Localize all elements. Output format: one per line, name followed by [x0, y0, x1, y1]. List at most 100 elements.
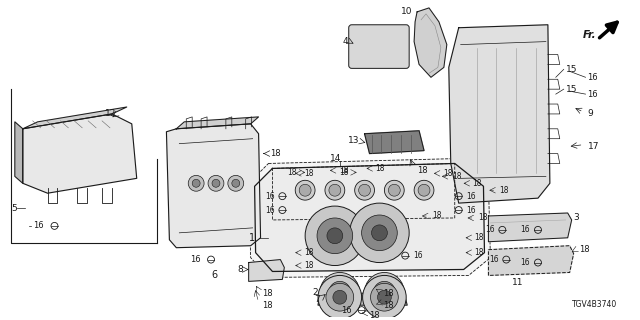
- Polygon shape: [15, 122, 23, 183]
- Text: 3: 3: [573, 213, 579, 222]
- Circle shape: [320, 272, 360, 312]
- Circle shape: [208, 175, 224, 191]
- Text: 16: 16: [265, 205, 275, 214]
- Circle shape: [329, 281, 351, 303]
- Text: 18: 18: [417, 166, 428, 175]
- Text: 13: 13: [348, 136, 360, 145]
- Text: 18: 18: [474, 248, 484, 257]
- Circle shape: [371, 283, 398, 311]
- Text: 4: 4: [342, 37, 348, 46]
- Polygon shape: [23, 107, 127, 129]
- Text: 18: 18: [304, 169, 314, 178]
- Circle shape: [355, 180, 374, 200]
- Polygon shape: [449, 25, 550, 203]
- Text: 1: 1: [248, 233, 255, 243]
- Circle shape: [388, 184, 400, 196]
- Text: 16: 16: [588, 90, 598, 99]
- Polygon shape: [249, 260, 284, 281]
- Text: 16: 16: [467, 192, 476, 201]
- Text: 11: 11: [513, 278, 524, 287]
- Text: 18: 18: [304, 261, 314, 270]
- Text: 8: 8: [237, 265, 243, 274]
- Text: 16: 16: [489, 255, 499, 264]
- Polygon shape: [177, 117, 259, 129]
- Polygon shape: [23, 114, 137, 193]
- Text: 16: 16: [265, 192, 275, 201]
- Text: 18: 18: [369, 310, 380, 320]
- Text: 5: 5: [11, 204, 17, 212]
- Text: TGV4B3740: TGV4B3740: [572, 300, 617, 309]
- Circle shape: [327, 228, 343, 244]
- Text: 16: 16: [191, 255, 201, 264]
- Text: 17: 17: [588, 142, 599, 151]
- Circle shape: [385, 180, 404, 200]
- Circle shape: [371, 225, 387, 241]
- Text: 18: 18: [500, 186, 509, 195]
- Polygon shape: [318, 293, 407, 305]
- Polygon shape: [255, 164, 484, 271]
- Circle shape: [317, 218, 353, 254]
- Text: 16: 16: [33, 221, 44, 230]
- Text: 16: 16: [341, 306, 352, 315]
- Text: 18: 18: [304, 248, 314, 257]
- Polygon shape: [166, 124, 260, 248]
- Text: 16: 16: [520, 225, 530, 234]
- Circle shape: [414, 180, 434, 200]
- Text: 15: 15: [566, 65, 577, 74]
- Text: 18: 18: [383, 289, 394, 298]
- Polygon shape: [488, 213, 572, 242]
- Text: 9: 9: [588, 109, 593, 118]
- Text: 15: 15: [566, 85, 577, 94]
- Text: 10: 10: [401, 7, 412, 16]
- Text: 16: 16: [467, 205, 476, 214]
- Circle shape: [295, 180, 315, 200]
- Circle shape: [188, 175, 204, 191]
- Text: 18: 18: [339, 166, 348, 175]
- Circle shape: [349, 203, 409, 262]
- Text: 18: 18: [383, 301, 394, 310]
- Circle shape: [212, 179, 220, 187]
- Circle shape: [362, 215, 397, 251]
- Circle shape: [418, 184, 430, 196]
- Polygon shape: [365, 131, 424, 154]
- Text: 18: 18: [287, 168, 297, 177]
- Circle shape: [363, 276, 406, 319]
- Text: 18: 18: [271, 149, 281, 158]
- Text: 18: 18: [452, 172, 461, 181]
- Text: 12: 12: [105, 109, 116, 118]
- Circle shape: [365, 272, 404, 312]
- Text: 18: 18: [376, 164, 385, 173]
- Circle shape: [374, 281, 396, 303]
- Polygon shape: [488, 246, 573, 276]
- Text: 18: 18: [443, 169, 452, 178]
- Text: 18: 18: [339, 168, 349, 177]
- Text: 6: 6: [211, 270, 217, 280]
- Text: 16: 16: [413, 251, 423, 260]
- Text: 18: 18: [580, 245, 590, 254]
- Text: 14: 14: [330, 154, 341, 163]
- Text: 18: 18: [477, 213, 487, 222]
- Circle shape: [378, 290, 391, 304]
- Text: 18: 18: [472, 179, 482, 188]
- Circle shape: [333, 290, 347, 304]
- Circle shape: [305, 206, 365, 266]
- Circle shape: [358, 184, 371, 196]
- Text: 18: 18: [474, 233, 484, 242]
- Circle shape: [325, 180, 345, 200]
- Text: 16: 16: [484, 225, 494, 234]
- Circle shape: [329, 184, 341, 196]
- Circle shape: [228, 175, 244, 191]
- Polygon shape: [414, 8, 447, 77]
- Text: 18: 18: [432, 212, 442, 220]
- Text: 18: 18: [262, 289, 273, 298]
- Circle shape: [318, 276, 362, 319]
- Text: Fr.: Fr.: [582, 30, 596, 40]
- FancyBboxPatch shape: [349, 25, 409, 68]
- Text: 16: 16: [520, 258, 530, 267]
- Text: 18: 18: [262, 301, 273, 310]
- Text: 16: 16: [588, 73, 598, 82]
- Circle shape: [326, 283, 354, 311]
- Circle shape: [232, 179, 240, 187]
- Text: 7: 7: [314, 295, 320, 304]
- Circle shape: [299, 184, 311, 196]
